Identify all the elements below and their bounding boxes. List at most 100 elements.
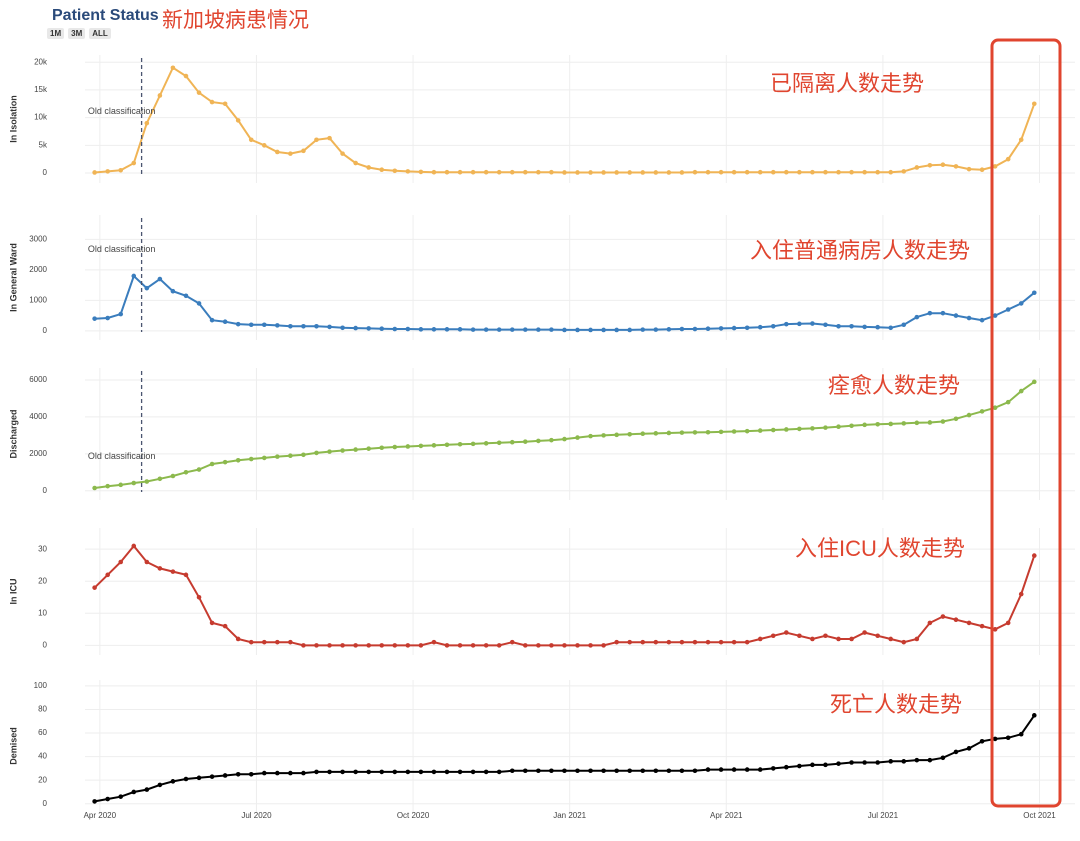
x-tick-label: Jan 2021: [553, 811, 586, 820]
range-button[interactable]: 3M: [68, 28, 86, 39]
point: [209, 317, 215, 323]
point: [131, 160, 137, 166]
point: [170, 473, 176, 479]
point: [823, 322, 828, 328]
point: [1018, 731, 1024, 737]
point: [562, 643, 567, 648]
range-button[interactable]: ALL: [89, 28, 111, 39]
point: [235, 771, 241, 777]
point: [784, 764, 789, 770]
point: [509, 169, 515, 175]
line: [94, 274, 1035, 331]
point: [144, 787, 150, 792]
point: [784, 169, 789, 175]
point: [366, 643, 371, 648]
point: [810, 169, 815, 175]
point: [157, 566, 163, 571]
point: [483, 169, 489, 175]
point: [992, 405, 998, 410]
y-tick-label: 1000: [29, 295, 47, 304]
y-tick-label: 40: [38, 752, 47, 761]
point: [562, 170, 567, 175]
point: [914, 165, 920, 170]
point: [470, 441, 476, 447]
note: 入住ICU人数走势: [795, 536, 965, 561]
point: [679, 768, 685, 774]
point: [862, 630, 867, 635]
point: [784, 427, 789, 432]
point: [314, 769, 319, 775]
x-tick-label: Oct 2020: [397, 811, 430, 820]
point: [614, 170, 619, 175]
point: [640, 768, 646, 774]
point: [940, 614, 946, 619]
point: [810, 636, 815, 642]
point: [418, 443, 424, 449]
point: [157, 782, 163, 788]
point: [705, 767, 711, 772]
point: [875, 633, 880, 639]
point: [744, 169, 750, 175]
point: [653, 431, 659, 436]
point: [444, 442, 450, 448]
point: [888, 169, 894, 175]
point: [940, 162, 946, 168]
point: [601, 170, 606, 175]
point: [744, 767, 750, 772]
point: [222, 459, 228, 465]
range-buttons: 1M 3M ALL: [47, 28, 111, 39]
point: [248, 639, 254, 645]
point: [757, 767, 763, 772]
point: [496, 169, 502, 175]
point: [196, 467, 202, 472]
point: [418, 643, 424, 648]
point: [470, 769, 476, 775]
point: [953, 313, 959, 318]
point: [575, 327, 580, 333]
point: [522, 169, 528, 175]
point: [444, 169, 450, 175]
y-tick-label: 15k: [34, 85, 48, 94]
point: [927, 757, 933, 763]
point: [261, 639, 267, 645]
point: [379, 769, 385, 775]
point: [953, 749, 959, 755]
point: [327, 643, 332, 648]
x-tick-label: Jul 2020: [241, 811, 272, 820]
point: [248, 456, 254, 462]
point: [770, 427, 776, 433]
point: [927, 310, 933, 316]
point: [992, 736, 998, 742]
point: [92, 799, 97, 804]
point: [1031, 713, 1037, 718]
y-tick-label: 10: [38, 608, 47, 617]
point: [601, 768, 606, 774]
point: [914, 314, 920, 320]
point: [849, 423, 854, 429]
point: [810, 321, 815, 326]
range-button[interactable]: 1M: [47, 28, 65, 39]
point: [301, 323, 306, 329]
point: [810, 762, 815, 768]
point: [275, 770, 280, 776]
point: [849, 323, 854, 329]
point: [914, 420, 920, 426]
point: [235, 118, 241, 123]
point: [770, 766, 776, 771]
point: [405, 769, 411, 775]
point: [901, 421, 907, 426]
point: [405, 326, 411, 332]
point: [248, 322, 254, 328]
point: [653, 327, 659, 332]
annotation: Old classification: [87, 106, 156, 116]
point: [627, 431, 633, 437]
point: [601, 433, 606, 438]
point: [327, 324, 332, 330]
point: [457, 169, 463, 175]
point: [770, 633, 776, 639]
point: [862, 760, 867, 765]
y-tick-label: 20k: [34, 57, 48, 66]
point: [666, 639, 672, 645]
point: [718, 169, 724, 175]
point: [405, 643, 411, 648]
